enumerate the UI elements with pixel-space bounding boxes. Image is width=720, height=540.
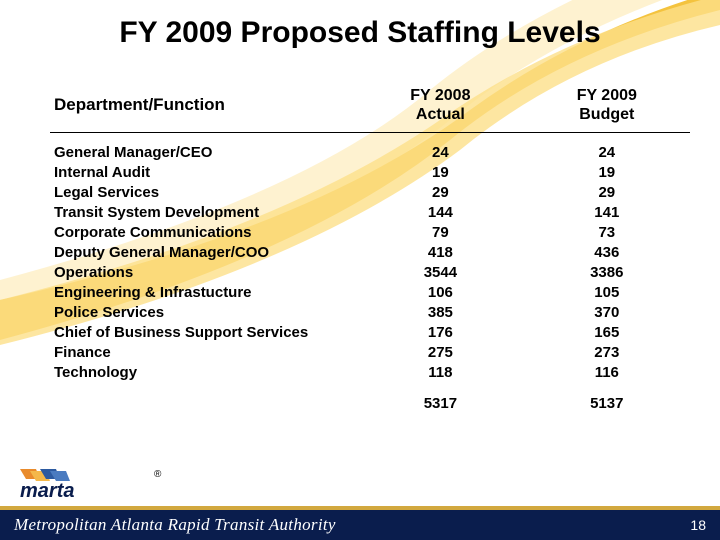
col-header-fy2008: FY 2008 Actual (357, 80, 523, 133)
col-header-dept: Department/Function (50, 80, 357, 133)
table-row: Technology118116 (50, 363, 690, 383)
table-row: Corporate Communications7973 (50, 223, 690, 243)
table-header-row: Department/Function FY 2008 Actual FY 20… (50, 80, 690, 133)
cell-fy2008: 275 (357, 343, 523, 363)
cell-fy2009: 273 (524, 343, 690, 363)
cell-dept: Transit System Development (50, 203, 357, 223)
cell-fy2008: 118 (357, 363, 523, 383)
cell-dept: Internal Audit (50, 163, 357, 183)
cell-fy2009: 436 (524, 243, 690, 263)
svg-text:marta: marta (20, 480, 74, 499)
table-row: Engineering & Infrastucture106105 (50, 283, 690, 303)
cell-dept: Chief of Business Support Services (50, 323, 357, 343)
cell-fy2008: 144 (357, 203, 523, 223)
cell-total-label (50, 383, 357, 414)
table-totals-row: 53175137 (50, 383, 690, 414)
table-row: Legal Services2929 (50, 183, 690, 203)
footer-navy-bar: Metropolitan Atlanta Rapid Transit Autho… (0, 510, 720, 540)
marta-logo: marta ® (18, 455, 168, 504)
table-row: Transit System Development144141 (50, 203, 690, 223)
footer: Metropolitan Atlanta Rapid Transit Autho… (0, 506, 720, 540)
cell-dept: Deputy General Manager/COO (50, 243, 357, 263)
table-row: Police Services385370 (50, 303, 690, 323)
cell-total-value: 5137 (524, 383, 690, 414)
page-number: 18 (690, 517, 706, 533)
cell-dept: General Manager/CEO (50, 143, 357, 163)
cell-fy2009: 29 (524, 183, 690, 203)
cell-fy2008: 79 (357, 223, 523, 243)
cell-fy2009: 19 (524, 163, 690, 183)
cell-fy2008: 106 (357, 283, 523, 303)
table-row: General Manager/CEO2424 (50, 143, 690, 163)
cell-dept: Engineering & Infrastucture (50, 283, 357, 303)
cell-fy2008: 418 (357, 243, 523, 263)
cell-fy2009: 165 (524, 323, 690, 343)
cell-fy2008: 29 (357, 183, 523, 203)
table-row: Finance275273 (50, 343, 690, 363)
cell-fy2008: 385 (357, 303, 523, 323)
staffing-table: Department/Function FY 2008 Actual FY 20… (50, 80, 690, 413)
cell-fy2008: 176 (357, 323, 523, 343)
cell-fy2008: 19 (357, 163, 523, 183)
cell-fy2009: 24 (524, 143, 690, 163)
svg-text:®: ® (154, 469, 162, 480)
cell-fy2009: 141 (524, 203, 690, 223)
cell-fy2009: 116 (524, 363, 690, 383)
staffing-table-container: Department/Function FY 2008 Actual FY 20… (50, 80, 690, 413)
cell-dept: Police Services (50, 303, 357, 323)
cell-dept: Finance (50, 343, 357, 363)
cell-fy2008: 24 (357, 143, 523, 163)
cell-fy2009: 73 (524, 223, 690, 243)
cell-total-value: 5317 (357, 383, 523, 414)
page-title: FY 2009 Proposed Staffing Levels (0, 0, 720, 60)
cell-dept: Legal Services (50, 183, 357, 203)
cell-dept: Operations (50, 263, 357, 283)
col-header-fy2009: FY 2009 Budget (524, 80, 690, 133)
cell-fy2008: 3544 (357, 263, 523, 283)
cell-dept: Technology (50, 363, 357, 383)
cell-dept: Corporate Communications (50, 223, 357, 243)
table-row: Chief of Business Support Services176165 (50, 323, 690, 343)
footer-org-name: Metropolitan Atlanta Rapid Transit Autho… (14, 515, 336, 535)
table-row: Internal Audit1919 (50, 163, 690, 183)
table-row: Deputy General Manager/COO418436 (50, 243, 690, 263)
cell-fy2009: 370 (524, 303, 690, 323)
cell-fy2009: 105 (524, 283, 690, 303)
cell-fy2009: 3386 (524, 263, 690, 283)
table-row: Operations35443386 (50, 263, 690, 283)
